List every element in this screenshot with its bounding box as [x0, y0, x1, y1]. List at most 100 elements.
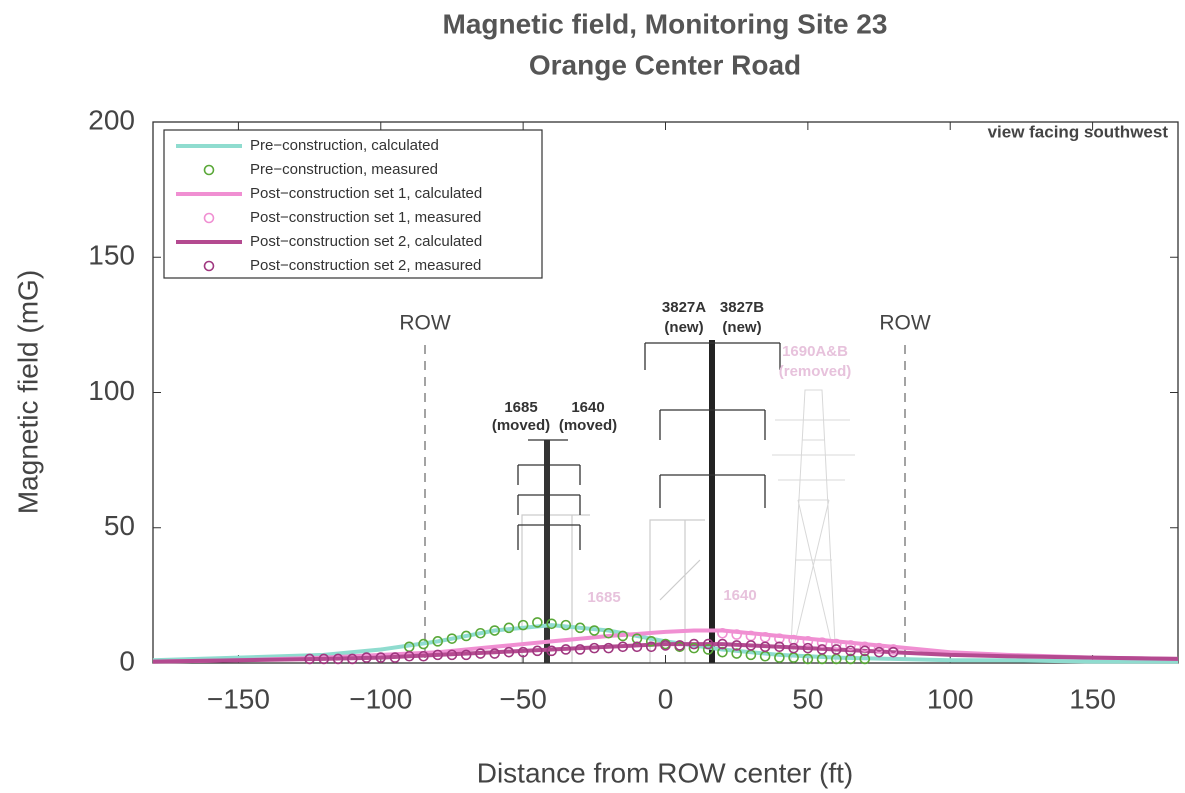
annotation: (new): [664, 319, 703, 336]
marker: [731, 640, 742, 651]
marker: [332, 653, 344, 665]
marker: [816, 637, 828, 649]
marker: [589, 642, 600, 654]
marker: [859, 653, 871, 665]
marker: [489, 648, 500, 659]
legend-swatch: [203, 260, 215, 272]
chart-title: Magnetic field, Monitoring Site 23: [443, 8, 888, 39]
annotation: (new): [722, 319, 761, 336]
marker: [731, 648, 742, 659]
marker: [845, 653, 856, 665]
x-axis-label: Distance from ROW center (ft): [477, 757, 854, 788]
marker: [788, 642, 799, 654]
marker: [617, 630, 629, 642]
marker: [460, 649, 472, 661]
marker: [546, 645, 557, 657]
marker: [446, 633, 458, 644]
y-tick-label: 150: [88, 240, 135, 271]
marker: [603, 642, 614, 654]
marker: [489, 625, 500, 636]
marker: [361, 652, 372, 663]
marker: [759, 641, 771, 653]
marker: [774, 652, 785, 663]
marker: [717, 646, 728, 658]
x-tick-label: −100: [349, 683, 412, 714]
marker: [532, 645, 543, 657]
marker: [460, 630, 472, 642]
annotation: ROW: [879, 312, 931, 335]
marker: [660, 640, 671, 651]
marker: [603, 627, 614, 639]
marker: [574, 622, 586, 634]
marker: [532, 617, 543, 628]
marker: [589, 625, 600, 636]
x-tick-label: 100: [927, 683, 974, 714]
marker: [731, 629, 742, 640]
marker: [802, 653, 814, 665]
annotation: 1685: [504, 399, 537, 416]
annotation: (removed): [779, 363, 852, 380]
annotation: 3827A: [662, 299, 706, 316]
annotation: 1640: [723, 587, 756, 604]
marker: [517, 646, 529, 658]
marker: [831, 638, 842, 650]
marker: [631, 641, 643, 653]
marker: [702, 644, 714, 655]
legend-box: [163, 129, 543, 279]
marker: [873, 646, 885, 658]
marker: [702, 638, 714, 650]
legend-label: Post−construction set 1, measured: [250, 209, 481, 226]
y-tick-label: 100: [88, 375, 135, 406]
marker: [546, 618, 557, 630]
marker: [802, 636, 814, 647]
marker: [574, 644, 586, 655]
marker: [517, 619, 529, 631]
marker: [560, 619, 572, 631]
marker: [831, 644, 842, 655]
annotation: 1640: [571, 399, 604, 416]
marker: [674, 640, 686, 651]
marker: [717, 638, 728, 650]
marker: [745, 640, 757, 651]
marker: [788, 634, 799, 646]
marker: [774, 633, 785, 644]
marker: [802, 642, 814, 654]
tower-drawings: [424, 340, 906, 664]
marker: [688, 638, 700, 650]
y-tick-label: 200: [88, 104, 135, 135]
annotation: 1690A&B: [782, 343, 848, 360]
marker: [375, 652, 387, 663]
marker: [418, 638, 429, 650]
annotation: 3827B: [720, 299, 764, 316]
annotation: (moved): [559, 417, 617, 434]
marker: [347, 653, 358, 665]
marker: [859, 641, 871, 653]
legend-label: Post−construction set 2, measured: [250, 257, 481, 274]
marker: [432, 649, 444, 661]
legend-label: Post−construction set 2, calculated: [250, 233, 482, 250]
marker: [403, 650, 415, 662]
legend: Pre−construction, calculated Pre−construc…: [163, 129, 543, 279]
marker: [845, 640, 856, 651]
x-tick-label: 150: [1069, 683, 1116, 714]
marker: [503, 622, 515, 634]
marker: [645, 641, 657, 653]
marker: [418, 650, 429, 662]
legend-swatch: [203, 212, 215, 224]
marker: [389, 652, 401, 663]
marker: [475, 648, 486, 659]
y-axis-label: Magnetic field (mG): [12, 270, 43, 514]
x-tick-label: −150: [207, 683, 270, 714]
marker: [631, 633, 643, 644]
x-tick-label: 0: [658, 683, 674, 714]
marker: [503, 646, 515, 658]
marker: [859, 645, 871, 657]
legend-label: Pre−construction, measured: [250, 161, 438, 178]
marker: [318, 653, 330, 665]
marker: [475, 627, 486, 639]
x-tick-label: 50: [792, 683, 823, 714]
legend-label: Pre−construction, calculated: [250, 137, 439, 154]
marker: [446, 649, 458, 661]
marker: [845, 645, 856, 657]
